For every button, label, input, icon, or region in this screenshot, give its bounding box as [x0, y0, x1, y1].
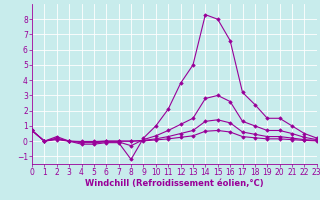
X-axis label: Windchill (Refroidissement éolien,°C): Windchill (Refroidissement éolien,°C) — [85, 179, 264, 188]
